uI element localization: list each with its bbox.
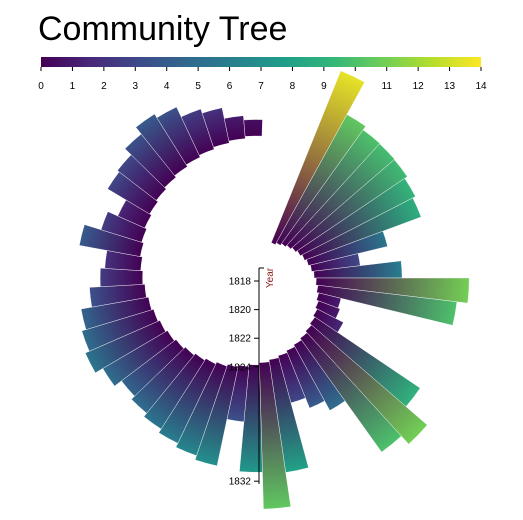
radial-bar [135,113,188,176]
colorbar-tick-label: 12 [413,81,425,92]
colorbar-tick-label: 6 [227,81,233,92]
year-axis-tick-label: 1818 [229,277,252,288]
year-axis: 1818 1820 1822 1824 1832 Year [229,267,276,487]
radial-bar [286,346,325,409]
colorbar-tick-label: 0 [38,81,44,92]
colorbar: 01234567891011121314 [38,57,487,92]
radial-bar [299,332,402,453]
radial-bar [276,114,366,246]
radial-bar [315,277,470,304]
year-axis-tick-label: 1824 [229,362,252,373]
radial-bar [80,296,152,330]
radial-bar [291,159,408,253]
radial-bar [259,361,292,510]
radial-bar [156,106,201,166]
radial-bars [79,70,470,510]
colorbar-tick-label: 1 [70,81,76,92]
radial-bar [180,108,215,156]
radial-bar [158,358,217,444]
colorbar-tick-label: 3 [133,81,139,92]
radial-bar [281,129,381,248]
radial-bar [84,320,166,374]
radial-bar [89,284,147,308]
radial-bar [175,361,228,456]
colorbar-tick-label: 2 [101,81,107,92]
radial-bar [239,364,263,473]
colorbar-tick-label: 9 [321,81,327,92]
radial-bar [194,363,239,467]
radial-bar [81,308,159,352]
year-axis-tick-label: 1822 [229,334,252,345]
radial-bar [297,178,416,257]
year-axis-tick-label: 1820 [229,305,252,316]
colorbar-tick-label: 11 [382,81,393,92]
colorbar-tick-label: 5 [195,81,201,92]
radial-bar [306,230,388,266]
year-axis-label: Year [265,267,276,288]
radial-bar [301,197,422,261]
chart-title: Community Tree [38,10,287,48]
radial-bar [224,115,246,142]
radial-bar [243,119,263,137]
radial-bar [131,346,195,414]
colorbar-gradient [41,57,481,67]
radial-bar [79,224,144,257]
radial-bar [143,353,206,430]
radial-bar [201,107,230,148]
radial-bar [316,285,458,326]
radial-bar [99,267,144,287]
colorbar-tick-label: 14 [475,81,487,92]
radial-bar [270,70,365,245]
year-axis-tick-label: 1832 [229,477,252,488]
colorbar-tick-label: 4 [164,81,170,92]
colorbar-tick-label: 8 [290,81,296,92]
radial-bar [100,211,147,243]
colorbar-tick-label: 7 [258,81,264,92]
colorbar-tick-label: 13 [444,81,456,92]
radial-bar [293,339,346,411]
radial-bar [286,143,395,250]
radial-bar [305,324,428,445]
